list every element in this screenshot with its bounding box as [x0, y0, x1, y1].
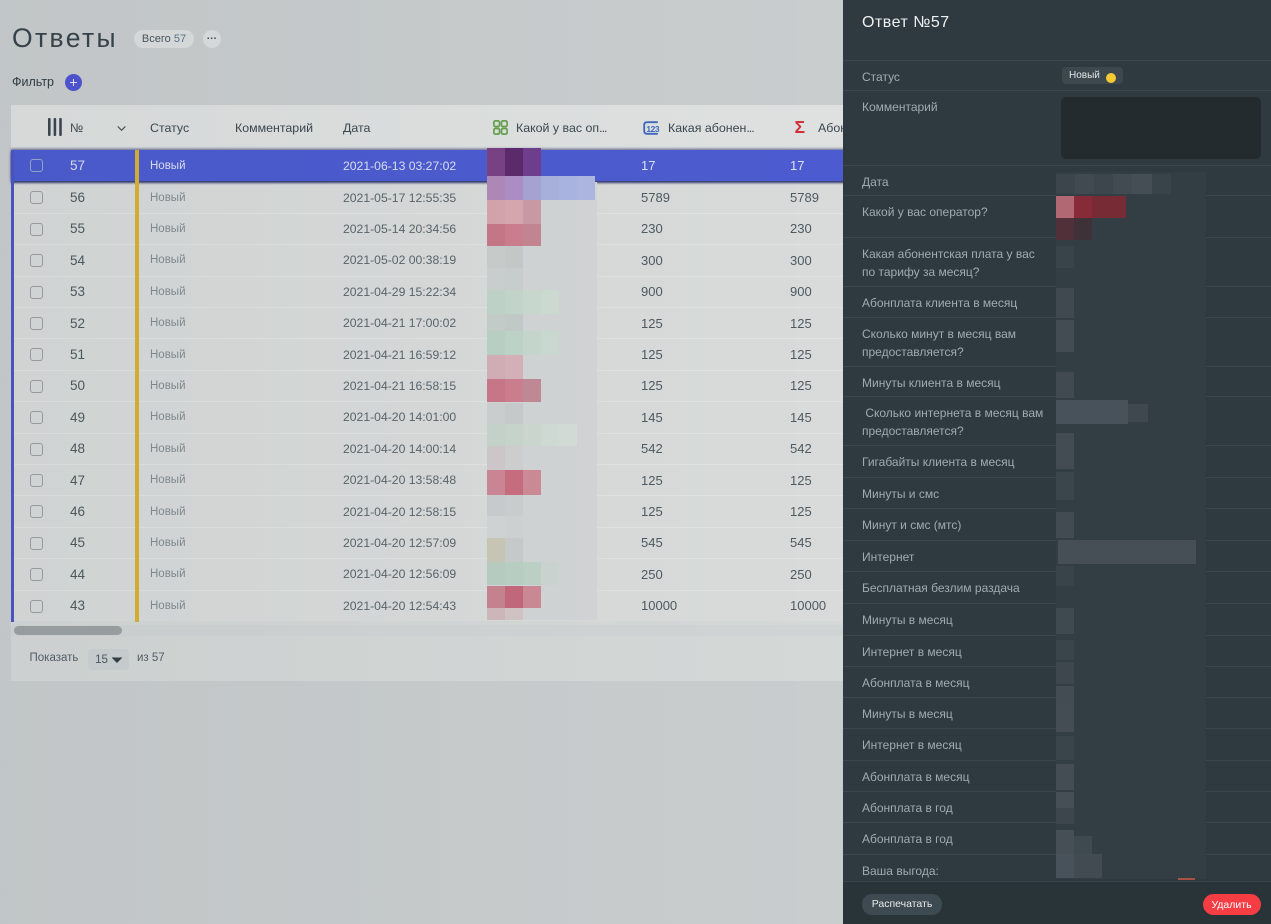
svg-text:123: 123	[647, 123, 661, 133]
